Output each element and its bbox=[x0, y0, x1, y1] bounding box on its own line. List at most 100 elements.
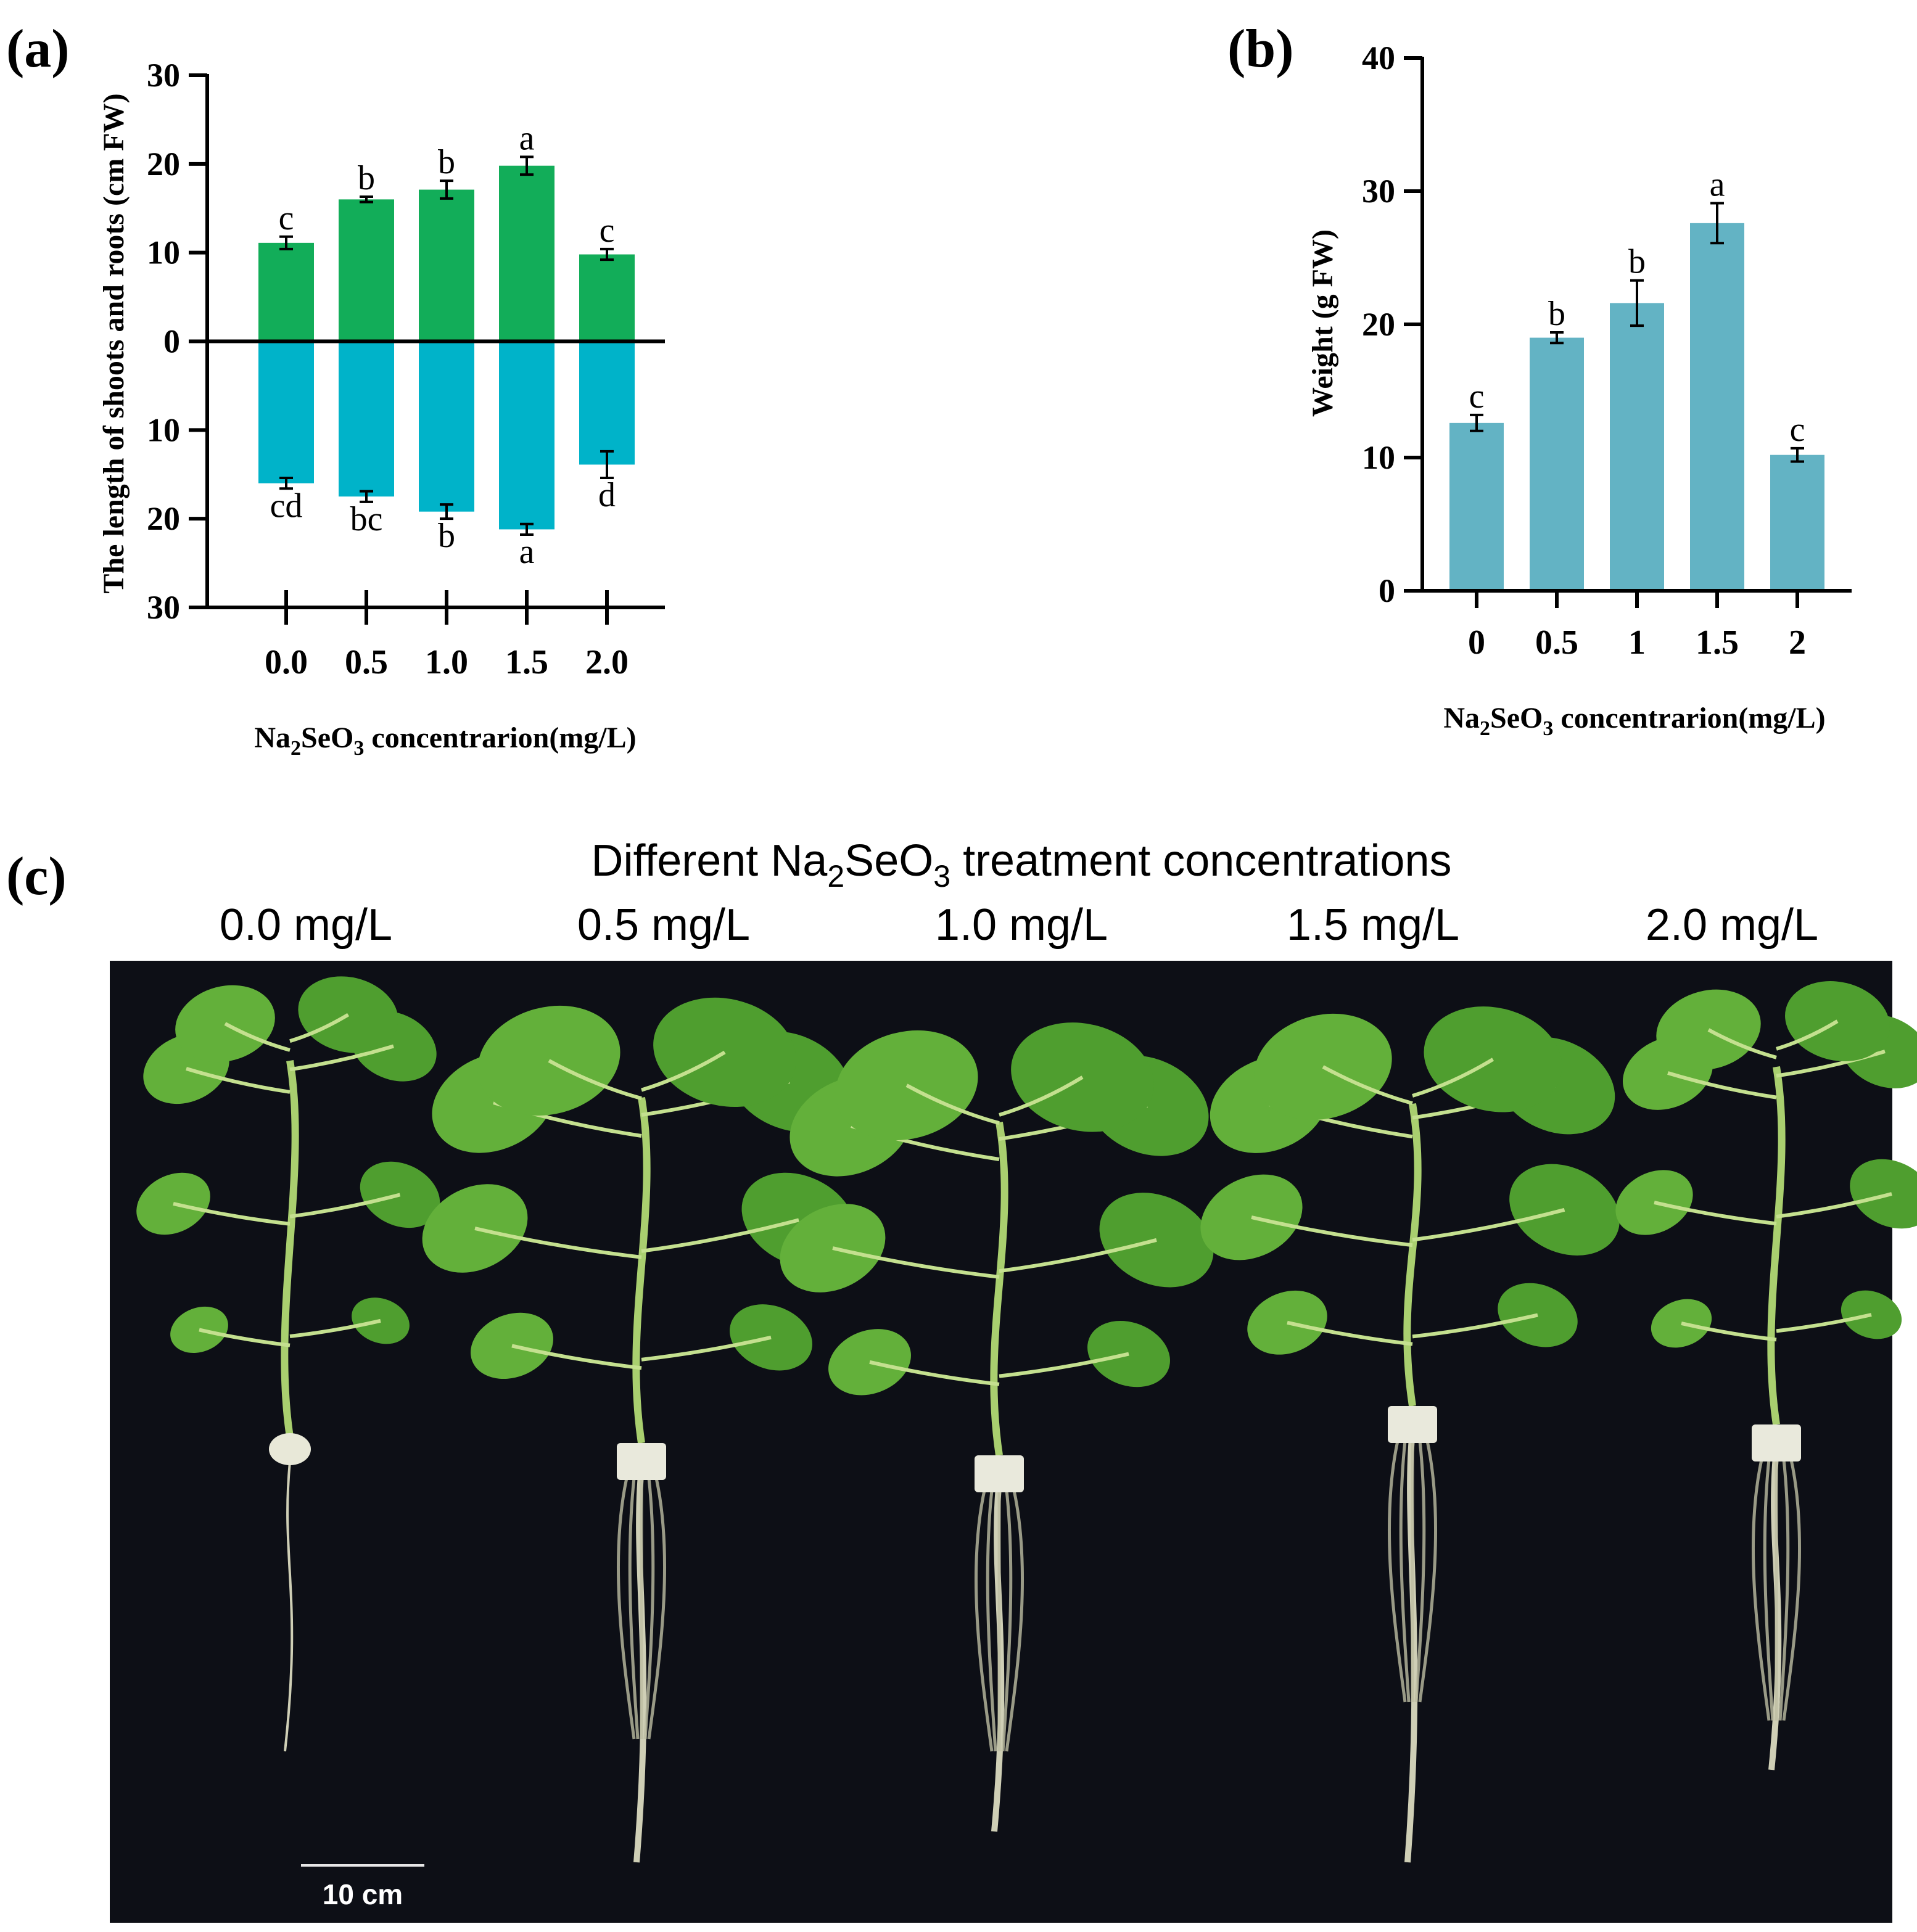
letter-weight-0: c bbox=[1469, 377, 1485, 416]
plant-photo: 10 cm bbox=[110, 961, 1917, 1923]
plant-petiole-4-4 bbox=[1707, 1028, 1777, 1059]
plant-rootlet-1-0 bbox=[616, 1467, 636, 1740]
panel-c-title: Different Na2SeO3 treatment concentratio… bbox=[592, 836, 1452, 894]
plant-plug-0 bbox=[269, 1433, 311, 1465]
bar-roots-0 bbox=[258, 341, 314, 483]
ytick-label-b-0: 0 bbox=[1379, 572, 1395, 609]
plant-petiole-1-6 bbox=[511, 1344, 642, 1370]
xtick-label-b-1: 0.5 bbox=[1535, 623, 1578, 662]
plant-leaf-2-3 bbox=[1099, 1193, 1214, 1288]
ytick-label-a-4: 10 bbox=[147, 411, 180, 448]
plant-rootlet-2-3 bbox=[1001, 1479, 1013, 1752]
bar-shoots-1 bbox=[339, 199, 394, 342]
panel-a-label: (a) bbox=[6, 19, 70, 79]
plant-plug-2 bbox=[975, 1455, 1024, 1492]
plant-petiole-4-0 bbox=[1667, 1071, 1777, 1100]
ytick-label-b-2: 20 bbox=[1362, 306, 1395, 343]
concentration-label-3: 1.5 mg/L bbox=[1287, 900, 1459, 950]
letter-weight-4: c bbox=[1790, 411, 1805, 449]
letter-shoots-1: b bbox=[358, 159, 375, 197]
plant-rootlet-1-4 bbox=[647, 1467, 667, 1740]
letter-roots-2: b bbox=[438, 517, 455, 555]
letter-weight-3: a bbox=[1710, 165, 1725, 203]
ytick-label-b-4: 40 bbox=[1362, 39, 1395, 76]
scale-bar-label: 10 cm bbox=[323, 1878, 403, 1910]
letter-roots-1: bc bbox=[350, 500, 383, 538]
plant-4 bbox=[1615, 980, 1917, 1770]
plant-petiole-3-5 bbox=[1412, 1058, 1494, 1098]
plant-petiole-3-7 bbox=[1412, 1313, 1538, 1339]
ytick-label-a-1: 20 bbox=[147, 146, 180, 183]
plant-petiole-2-4 bbox=[905, 1083, 1000, 1125]
plant-rootlet-4-0 bbox=[1751, 1449, 1771, 1721]
bar-roots-2 bbox=[419, 341, 474, 512]
ytick-label-b-1: 10 bbox=[1362, 439, 1395, 476]
ytick-label-a-6: 30 bbox=[147, 589, 180, 626]
plant-rootlet-4-3 bbox=[1778, 1449, 1790, 1721]
concentration-label-4: 2.0 mg/L bbox=[1646, 900, 1818, 950]
bar-roots-3 bbox=[499, 341, 554, 530]
panel-c-label: (c) bbox=[6, 847, 67, 906]
plant-petiole-4-6 bbox=[1681, 1322, 1777, 1342]
xtick-label-a-1: 0.5 bbox=[345, 643, 388, 681]
plant-petiole-0-2 bbox=[173, 1202, 291, 1226]
letter-shoots-4: c bbox=[600, 212, 615, 250]
chart-a-xlabel: Na2SeO3 concentrarion(mg/L) bbox=[254, 721, 636, 760]
plant-rootlet-4-1 bbox=[1763, 1449, 1775, 1721]
xtick-label-b-2: 1 bbox=[1628, 623, 1646, 662]
plant-rootlet-3-0 bbox=[1387, 1430, 1407, 1703]
plant-petiole-1-3 bbox=[641, 1218, 799, 1253]
plant-petiole-1-5 bbox=[641, 1050, 726, 1092]
xtick-label-b-4: 2 bbox=[1789, 623, 1806, 662]
plant-rootlet-2-4 bbox=[1005, 1479, 1024, 1752]
plant-petiole-1-4 bbox=[548, 1059, 642, 1101]
letter-shoots-3: a bbox=[519, 119, 535, 157]
plants-group bbox=[136, 976, 1917, 1863]
bar-roots-1 bbox=[339, 341, 394, 497]
plant-petiole-0-6 bbox=[199, 1328, 291, 1347]
letter-roots-0: cd bbox=[270, 487, 303, 525]
bar-shoots-0 bbox=[258, 242, 314, 342]
concentration-label-0: 0.0 mg/L bbox=[220, 900, 392, 950]
plant-petiole-2-6 bbox=[869, 1360, 1000, 1386]
concentration-label-2: 1.0 mg/L bbox=[935, 900, 1108, 950]
bar-weight-2 bbox=[1610, 303, 1664, 591]
plant-petiole-0-1 bbox=[289, 1044, 394, 1072]
letter-shoots-0: c bbox=[279, 199, 294, 237]
plant-rootlet-4-4 bbox=[1782, 1449, 1802, 1721]
plant-petiole-0-5 bbox=[289, 1013, 350, 1043]
plant-petiole-2-2 bbox=[832, 1246, 1000, 1279]
panel-b-label: (b) bbox=[1227, 19, 1294, 79]
bar-shoots-2 bbox=[419, 189, 474, 342]
letter-shoots-2: b bbox=[438, 143, 455, 181]
plant-rootlet-1-3 bbox=[643, 1467, 655, 1740]
plant-stem-2 bbox=[990, 1122, 1008, 1456]
plant-rootlet-3-3 bbox=[1414, 1430, 1426, 1703]
plant-plug-3 bbox=[1388, 1406, 1437, 1443]
plant-petiole-2-7 bbox=[999, 1352, 1129, 1378]
plant-petiole-4-1 bbox=[1776, 1050, 1886, 1078]
plant-leaf-0-6 bbox=[170, 1306, 228, 1353]
xtick-label-a-0: 0.0 bbox=[265, 643, 308, 681]
plant-petiole-1-2 bbox=[474, 1227, 642, 1259]
plant-petiole-0-0 bbox=[186, 1067, 291, 1094]
plant-rootlet-3-1 bbox=[1399, 1430, 1411, 1703]
ytick-label-a-3: 0 bbox=[163, 323, 180, 360]
plant-leaf-1-4 bbox=[477, 1005, 620, 1116]
bar-shoots-4 bbox=[579, 254, 635, 342]
chart-a-ylabel: The length of shoots and roots (cm FW) bbox=[97, 93, 130, 593]
plant-rootlet-2-1 bbox=[986, 1479, 997, 1752]
bar-weight-0 bbox=[1449, 422, 1504, 591]
plant-petiole-3-3 bbox=[1412, 1207, 1565, 1242]
plant-0 bbox=[136, 976, 440, 1752]
xtick-label-b-3: 1.5 bbox=[1696, 623, 1739, 662]
xtick-label-a-3: 1.5 bbox=[505, 643, 548, 681]
plant-petiole-3-2 bbox=[1251, 1215, 1413, 1248]
plant-petiole-2-3 bbox=[999, 1238, 1157, 1273]
plant-2 bbox=[780, 1022, 1214, 1832]
ytick-label-b-3: 30 bbox=[1362, 173, 1395, 210]
plant-petiole-0-4 bbox=[224, 1022, 291, 1052]
plant-root-0 bbox=[284, 1461, 294, 1752]
plant-1 bbox=[422, 997, 856, 1863]
